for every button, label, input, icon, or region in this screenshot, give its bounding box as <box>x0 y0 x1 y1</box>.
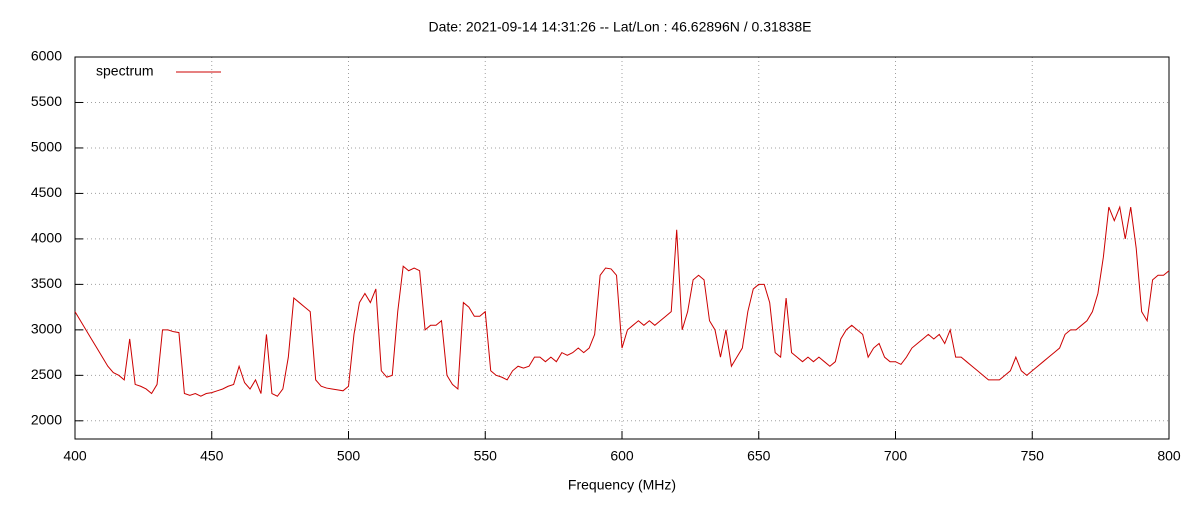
plot-border <box>74 56 1170 440</box>
x-tick-label: 700 <box>884 448 908 464</box>
y-tick-label: 4000 <box>31 230 62 246</box>
x-tick-label: 550 <box>474 448 498 464</box>
y-tick-label: 3500 <box>31 275 62 291</box>
x-tick-label: 800 <box>1157 448 1181 464</box>
y-tick-label: 5000 <box>31 139 62 155</box>
y-tick-label: 3000 <box>31 321 62 337</box>
series-line <box>74 205 1170 397</box>
x-tick-label: 400 <box>63 448 87 464</box>
legend-label: spectrum <box>96 63 154 79</box>
x-tick-label: 500 <box>337 448 361 464</box>
chart-title: Date: 2021-09-14 14:31:26 -- Lat/Lon : 4… <box>429 19 812 35</box>
y-tick-label: 4500 <box>31 184 62 200</box>
x-tick-label: 450 <box>200 448 224 464</box>
x-tick-label: 650 <box>747 448 771 464</box>
y-tick-label: 2500 <box>31 366 62 382</box>
x-tick-label: 600 <box>610 448 634 464</box>
y-tick-label: 2000 <box>31 412 62 428</box>
y-tick-label: 6000 <box>31 48 62 64</box>
x-tick-label: 750 <box>1021 448 1045 464</box>
x-axis-label: Frequency (MHz) <box>568 477 676 493</box>
y-tick-label: 5500 <box>31 93 62 109</box>
